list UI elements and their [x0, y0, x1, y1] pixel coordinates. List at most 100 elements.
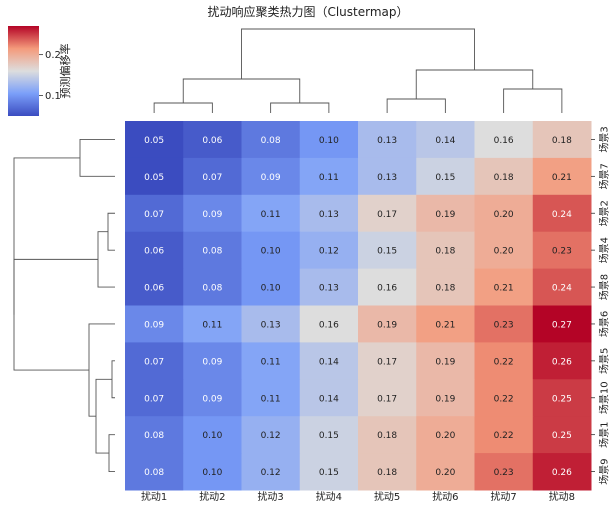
- heatmap-cells: [125, 121, 592, 491]
- heatmap-cell: [358, 268, 417, 306]
- cell-value-label: 0.14: [319, 394, 339, 404]
- cell-value-label: 0.11: [202, 320, 222, 330]
- cell-value-label: 0.13: [261, 320, 281, 330]
- cell-value-label: 0.07: [144, 210, 164, 220]
- heatmap-cell: [474, 121, 534, 159]
- column-dendrogram-link: [503, 88, 563, 113]
- cell-value-label: 0.08: [144, 431, 164, 441]
- cell-value-label: 0.05: [144, 136, 164, 146]
- heatmap-cell: [416, 342, 475, 380]
- cell-value-label: 0.24: [552, 284, 572, 294]
- cell-labels: 0.05 0.06 0.08 0.10 0.13 0.14 0.16 0.18 0.05 0.07…: [144, 136, 572, 478]
- cell-value-label: 0.15: [377, 247, 397, 257]
- row-label: 场景10: [598, 381, 611, 414]
- heatmap-cell: [532, 453, 592, 491]
- cell-value-label: 0.12: [261, 431, 281, 441]
- cell-value-label: 0.07: [202, 173, 222, 183]
- cell-value-label: 0.14: [435, 136, 455, 146]
- column-label: 扰动2: [199, 490, 225, 503]
- heatmap-cell: [125, 453, 184, 491]
- row-label: 场景2: [598, 200, 611, 226]
- heatmap-cell: [125, 121, 184, 159]
- heatmap-cell: [358, 416, 417, 454]
- heatmap-cell: [183, 416, 242, 454]
- heatmap-cell: [474, 416, 534, 454]
- heatmap-cell: [183, 231, 242, 270]
- heatmap-cell: [299, 416, 359, 454]
- cell-value-label: 0.13: [377, 136, 397, 146]
- cell-value-label: 0.09: [261, 173, 281, 183]
- heatmap-cell: [241, 194, 301, 233]
- heatmap-cell: [358, 305, 417, 343]
- cell-value-label: 0.11: [319, 173, 339, 183]
- column-label: 扰动8: [549, 490, 575, 503]
- heatmap-cell: [241, 157, 301, 196]
- cell-value-label: 0.13: [319, 210, 339, 220]
- heatmap-cell: [416, 416, 475, 454]
- cell-value-label: 0.20: [494, 247, 514, 257]
- cell-value-label: 0.06: [144, 247, 164, 257]
- column-dendrogram-link: [182, 78, 301, 103]
- heatmap-cell: [125, 157, 184, 196]
- heatmap-cell: [299, 379, 359, 417]
- cell-value-label: 0.10: [319, 136, 339, 146]
- heatmap-cell: [183, 157, 242, 196]
- heatmap-cell: [125, 342, 184, 380]
- heatmap-cell: [474, 157, 534, 196]
- cell-value-label: 0.19: [435, 357, 455, 367]
- row-dendrogram: [13, 139, 115, 472]
- cell-value-label: 0.08: [261, 136, 281, 146]
- cell-value-label: 0.22: [494, 394, 514, 404]
- heatmap-cell: [299, 268, 359, 306]
- row-label: 场景3: [598, 126, 611, 152]
- heatmap-cell: [532, 416, 592, 454]
- cell-value-label: 0.12: [319, 247, 339, 257]
- cell-value-label: 0.09: [144, 320, 164, 330]
- column-label: 扰动4: [316, 490, 342, 503]
- cell-value-label: 0.21: [435, 320, 455, 330]
- cell-value-label: 0.18: [377, 468, 397, 478]
- cell-value-label: 0.15: [319, 468, 339, 478]
- heatmap-cell: [183, 194, 242, 233]
- heatmap-cell: [183, 305, 242, 343]
- cell-value-label: 0.15: [319, 431, 339, 441]
- heatmap-cell: [416, 305, 475, 343]
- heatmap-cell: [358, 342, 417, 380]
- heatmap-cell: [532, 194, 592, 233]
- cell-value-label: 0.27: [552, 320, 572, 330]
- heatmap-cell: [416, 379, 475, 417]
- row-label: 场景1: [598, 421, 611, 447]
- row-dendrogram-link: [107, 212, 115, 251]
- heatmap-cell: [183, 268, 242, 306]
- column-label: 扰动7: [490, 490, 516, 503]
- chart-title: 扰动响应聚类热力图（Clustermap）: [207, 4, 408, 19]
- cell-value-label: 0.24: [552, 210, 572, 220]
- row-dendrogram-link: [79, 139, 115, 177]
- cell-value-label: 0.17: [377, 357, 397, 367]
- cell-value-label: 0.05: [144, 173, 164, 183]
- heatmap-cell: [299, 194, 359, 233]
- heatmap-cell: [183, 379, 242, 417]
- column-label: 扰动1: [141, 490, 167, 503]
- cell-value-label: 0.20: [435, 431, 455, 441]
- cell-value-label: 0.12: [261, 468, 281, 478]
- heatmap-cell: [125, 194, 184, 233]
- heatmap-cell: [241, 231, 301, 270]
- heatmap-cell: [183, 342, 242, 380]
- cell-value-label: 0.06: [202, 136, 222, 146]
- row-label: 场景5: [598, 348, 611, 374]
- heatmap-cell: [125, 379, 184, 417]
- cell-value-label: 0.10: [202, 431, 222, 441]
- cell-value-label: 0.25: [552, 394, 572, 404]
- cell-value-label: 0.18: [552, 136, 572, 146]
- heatmap-cell: [241, 268, 301, 306]
- heatmap-cell: [358, 121, 417, 159]
- heatmap-cell: [183, 121, 242, 159]
- cell-value-label: 0.18: [435, 284, 455, 294]
- row-dendrogram-link: [108, 434, 115, 472]
- heatmap-cell: [241, 453, 301, 491]
- column-dendrogram: [153, 28, 563, 113]
- cell-value-label: 0.16: [319, 320, 339, 330]
